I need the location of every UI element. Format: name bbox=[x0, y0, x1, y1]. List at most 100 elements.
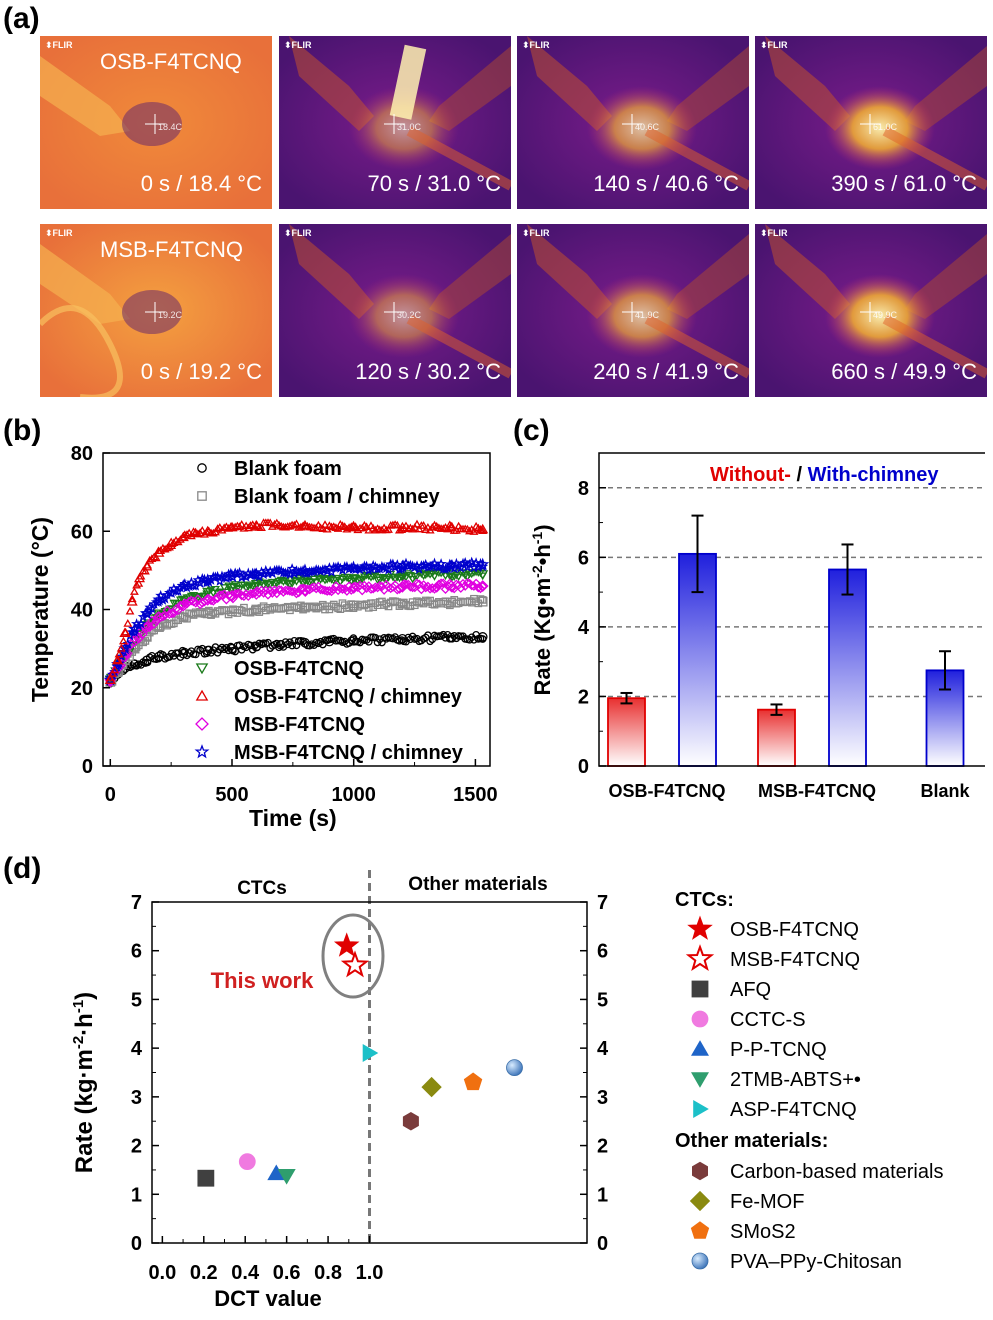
data-point bbox=[289, 520, 299, 529]
data-point bbox=[438, 524, 448, 532]
legend-label: CCTC-S bbox=[730, 1009, 806, 1031]
x-tick-label: 0.8 bbox=[314, 1262, 342, 1284]
data-point bbox=[326, 586, 337, 597]
data-point bbox=[267, 522, 277, 530]
data-point bbox=[408, 524, 418, 533]
legend-marker bbox=[195, 689, 209, 701]
data-point bbox=[265, 518, 275, 527]
y-tick-label: 2 bbox=[578, 686, 589, 708]
title-separator: / bbox=[796, 464, 807, 486]
data-point bbox=[126, 596, 138, 606]
data-point bbox=[399, 572, 409, 581]
y-tick-label: 4 bbox=[578, 617, 590, 639]
data-point bbox=[454, 573, 464, 582]
data-point bbox=[114, 649, 124, 658]
time-temperature-caption: 660 s / 49.9 °C bbox=[831, 359, 977, 384]
data-point bbox=[105, 672, 115, 681]
data-point bbox=[364, 603, 373, 612]
legend-marker bbox=[693, 1100, 709, 1118]
data-point bbox=[265, 585, 276, 596]
data-point bbox=[414, 524, 424, 533]
data-point bbox=[451, 571, 461, 580]
x-tick-label: 0.4 bbox=[231, 1262, 260, 1284]
y-tick-label: 40 bbox=[71, 600, 93, 622]
category-label: Blank bbox=[920, 781, 970, 801]
data-point bbox=[292, 641, 301, 650]
data-point bbox=[185, 576, 197, 588]
data-point bbox=[435, 558, 447, 569]
y-tick-label-right: 3 bbox=[597, 1087, 608, 1109]
legend-label: OSB-F4TCNQ bbox=[730, 919, 859, 941]
data-point bbox=[182, 530, 192, 538]
data-point bbox=[104, 674, 116, 684]
data-point bbox=[140, 606, 154, 620]
rate-vs-dct-chart: CTCs Other materials This work 0 0 1 1 2 2 3 3 4 4 5 5… bbox=[70, 870, 943, 1311]
data-point bbox=[364, 572, 374, 581]
data-point bbox=[437, 599, 445, 608]
data-point bbox=[129, 587, 139, 595]
y-tick-label: 6 bbox=[578, 547, 589, 569]
data-point bbox=[392, 520, 402, 529]
thermal-reading: 18.4C bbox=[158, 122, 183, 132]
flir-logo: ⬍FLIR bbox=[522, 40, 550, 50]
data-point bbox=[446, 597, 456, 608]
thermal-reading: 41.9C bbox=[635, 310, 660, 320]
highlight-ellipse bbox=[321, 913, 385, 999]
data-point bbox=[129, 659, 140, 670]
legend-label: PVA–PPy-Chitosan bbox=[730, 1251, 902, 1273]
data-point bbox=[470, 557, 482, 568]
time-temperature-caption: 240 s / 41.9 °C bbox=[593, 359, 739, 384]
data-point bbox=[426, 637, 434, 646]
data-point bbox=[419, 521, 429, 529]
data-point bbox=[478, 526, 488, 535]
data-point bbox=[478, 596, 487, 604]
y-tick-label: 7 bbox=[131, 892, 142, 914]
data-point bbox=[388, 573, 398, 582]
data-point bbox=[118, 636, 128, 645]
data-point bbox=[294, 574, 304, 583]
data-point bbox=[154, 651, 164, 662]
data-point bbox=[364, 637, 373, 646]
data-point bbox=[440, 572, 450, 581]
data-point bbox=[152, 611, 165, 624]
data-point bbox=[141, 561, 153, 571]
thermal-image: ⬍FLIR 49.9C 660 s / 49.9 °C bbox=[755, 224, 987, 397]
data-point bbox=[224, 610, 233, 619]
data-point bbox=[240, 603, 248, 612]
data-point bbox=[146, 603, 158, 614]
data-point bbox=[224, 582, 234, 591]
data-point bbox=[477, 596, 488, 607]
data-point bbox=[132, 580, 142, 589]
y-tick-label: 8 bbox=[578, 478, 589, 500]
data-point bbox=[377, 525, 387, 534]
y-tick-label-right: 5 bbox=[597, 989, 608, 1011]
y-tick-label: 2 bbox=[131, 1136, 142, 1158]
data-point bbox=[116, 643, 126, 652]
panel-label-d: (d) bbox=[3, 852, 42, 885]
data-point bbox=[369, 603, 378, 612]
thermal-image: ⬍FLIR 61.0C 390 s / 61.0 °C bbox=[755, 36, 987, 209]
legend: CTCs: Other materials: OSB-F4TCNQ MSB-F4TCN… bbox=[675, 889, 943, 1273]
x-axis-label: DCT value bbox=[214, 1286, 322, 1311]
legend-label: Blank foam bbox=[234, 458, 342, 480]
data-point bbox=[269, 585, 280, 595]
data-point bbox=[189, 527, 202, 538]
data-point bbox=[452, 634, 461, 643]
data-point bbox=[313, 574, 323, 583]
flir-logo: ⬍FLIR bbox=[760, 40, 788, 50]
data-point bbox=[201, 593, 214, 606]
legend-label: Blank foam / chimney bbox=[234, 486, 440, 508]
flir-logo: ⬍FLIR bbox=[760, 228, 788, 238]
data-point bbox=[250, 519, 262, 530]
data-point bbox=[312, 604, 321, 613]
data-point bbox=[252, 586, 262, 596]
legend-marker bbox=[692, 1161, 708, 1181]
data-point bbox=[207, 611, 215, 619]
data-point bbox=[328, 584, 339, 595]
data-point bbox=[219, 523, 229, 532]
thermal-image: ⬍FLIR 19.2C MSB-F4TCNQ 0 s / 19.2 °C bbox=[40, 224, 272, 397]
legend-marker bbox=[690, 1221, 710, 1239]
legend-marker bbox=[194, 744, 210, 759]
data-point bbox=[197, 525, 207, 534]
data-point bbox=[477, 632, 488, 642]
